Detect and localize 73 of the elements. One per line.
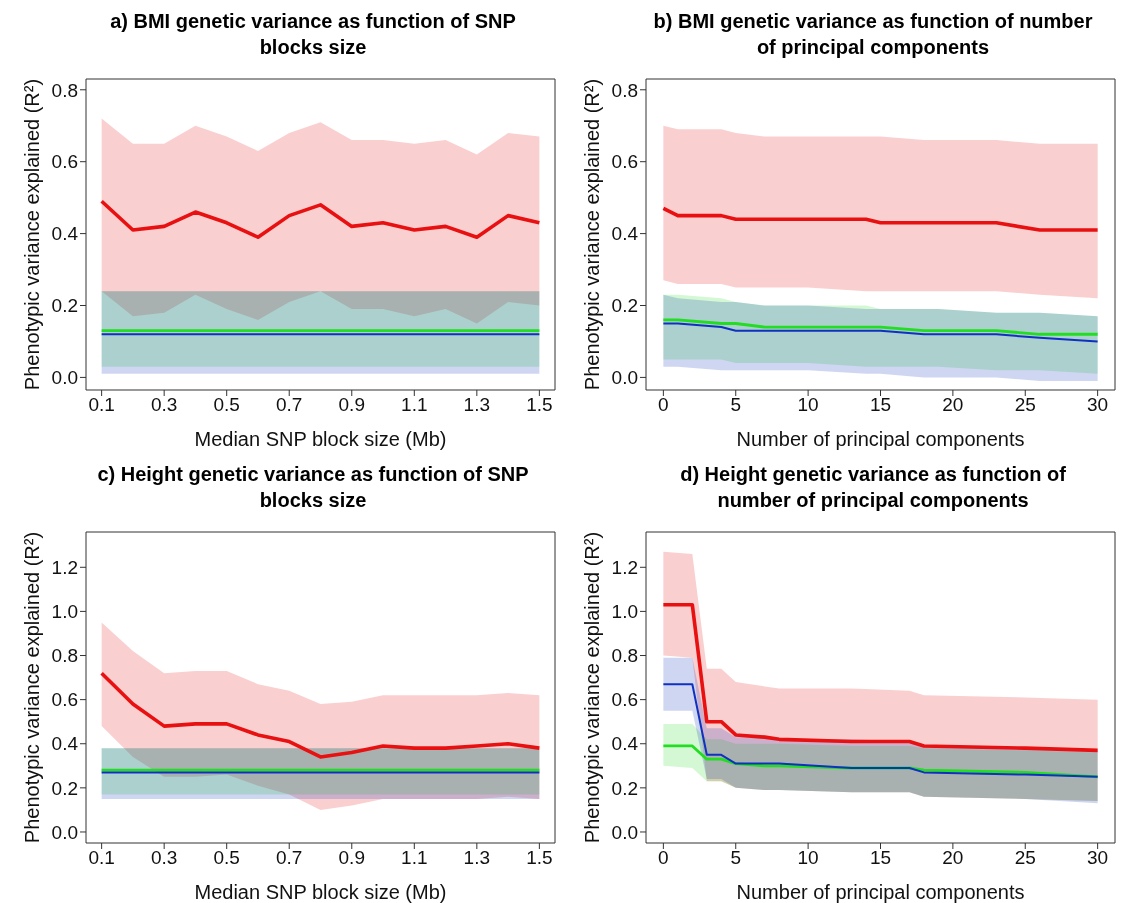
y-axis-title: Phenotypic variance explained (R²) (581, 78, 604, 391)
x-tick-label: 0 (658, 394, 669, 416)
y-axis-title: Phenotypic variance explained (R²) (21, 78, 44, 391)
chart-title: c) Height genetic variance as function of SNP blocks size (97, 463, 529, 511)
x-tick-label: 1.3 (463, 394, 491, 416)
x-axis-title: Median SNP block size (Mb) (194, 428, 447, 450)
y-tick-label: 0.8 (51, 645, 78, 667)
x-tick-label: 25 (1014, 847, 1036, 869)
x-tick-label: 0.7 (276, 847, 303, 869)
x-tick-label: 0.3 (150, 847, 178, 869)
y-tick-label: 0.6 (51, 689, 78, 711)
x-tick-label: 1.5 (526, 394, 553, 416)
y-tick-label: 0.0 (611, 821, 638, 843)
x-tick-label: 30 (1087, 394, 1109, 416)
x-tick-label: 10 (797, 847, 819, 869)
y-tick-label: 0.0 (611, 367, 638, 389)
y-tick-label: 0.4 (611, 223, 639, 245)
x-tick-label: 0.1 (88, 394, 115, 416)
x-axis-title: Number of principal components (736, 881, 1025, 903)
chart-title: d) Height genetic variance as function of number of principal components (680, 463, 1066, 511)
x-tick-label: 1.3 (463, 847, 491, 869)
y-tick-label: 0.2 (51, 777, 78, 799)
x-tick-label: 30 (1087, 847, 1109, 869)
chart-title: a) BMI genetic variance as function of SNP blocks size (110, 10, 516, 58)
y-tick-label: 0.6 (611, 689, 638, 711)
y-tick-label: 0.2 (611, 295, 638, 317)
line-series (662, 683, 1099, 778)
x-tick-label: 1.1 (401, 847, 428, 869)
x-tick-label: 0.9 (338, 394, 365, 416)
y-axis-title: Phenotypic variance explained (R²) (581, 531, 604, 844)
line-series (662, 322, 1099, 343)
x-tick-label: 0.7 (276, 394, 303, 416)
y-tick-label: 1.0 (611, 601, 638, 623)
x-tick-label: 0.9 (338, 847, 365, 869)
chart-title: b) BMI genetic variance as function of number of principal components (653, 10, 1093, 58)
line-series (99, 671, 542, 759)
x-tick-label: 0.3 (150, 394, 178, 416)
x-tick-label: 0 (658, 847, 669, 869)
x-tick-label: 0.1 (88, 847, 115, 869)
x-tick-label: 20 (942, 394, 964, 416)
x-tick-label: 5 (730, 394, 742, 416)
x-tick-label: 5 (730, 847, 742, 869)
x-tick-label: 1.1 (401, 394, 428, 416)
x-tick-label: 25 (1014, 394, 1036, 416)
y-tick-label: 0.2 (611, 777, 638, 799)
y-tick-label: 0.4 (51, 223, 79, 245)
line-series (661, 602, 1100, 753)
x-tick-label: 1.5 (526, 847, 553, 869)
x-tick-label: 0.5 (213, 847, 240, 869)
y-tick-label: 1.0 (51, 601, 78, 623)
x-axis-title: Number of principal components (736, 428, 1025, 450)
y-tick-label: 0.0 (51, 821, 78, 843)
line-series (661, 206, 1100, 232)
x-tick-label: 10 (797, 394, 819, 416)
x-axis-title: Median SNP block size (Mb) (194, 881, 447, 903)
x-tick-label: 15 (869, 847, 892, 869)
y-tick-label: 0.4 (611, 733, 639, 755)
y-tick-label: 0.8 (611, 645, 638, 667)
y-tick-label: 0.8 (611, 79, 638, 101)
y-axis-title: Phenotypic variance explained (R²) (21, 531, 44, 844)
y-tick-label: 0.8 (51, 79, 78, 101)
y-tick-label: 1.2 (51, 557, 78, 579)
line-series (661, 318, 1100, 336)
x-tick-label: 0.5 (213, 394, 240, 416)
y-tick-label: 1.2 (611, 557, 638, 579)
x-tick-label: 15 (869, 394, 892, 416)
y-tick-label: 0.0 (51, 367, 78, 389)
y-tick-label: 0.2 (51, 295, 78, 317)
y-tick-label: 0.6 (611, 151, 638, 173)
y-tick-label: 0.4 (51, 733, 79, 755)
line-series (99, 199, 542, 239)
x-tick-label: 20 (942, 847, 964, 869)
y-tick-label: 0.6 (51, 151, 78, 173)
